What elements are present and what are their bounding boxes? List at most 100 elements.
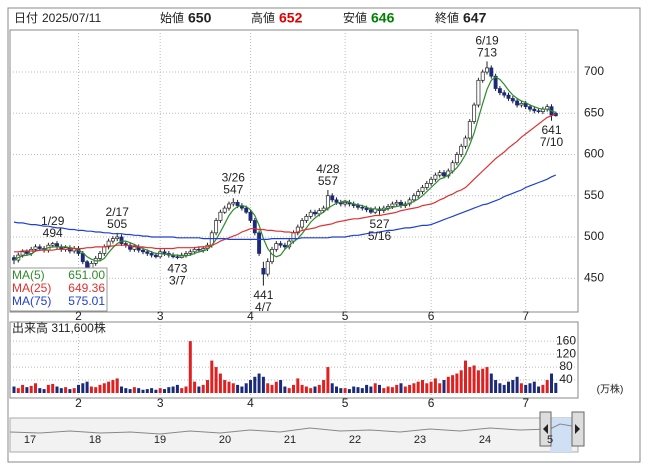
high-label: 高値 <box>251 10 275 25</box>
candle-body <box>467 121 472 139</box>
x-tick-label: 7 <box>522 309 529 323</box>
y-tick-label: 40 <box>559 372 573 386</box>
volume-bar <box>59 388 63 393</box>
volume-bar <box>446 376 450 393</box>
candle-body <box>424 183 429 188</box>
price-panel <box>9 29 579 313</box>
date: 2025/07/11 <box>42 11 101 25</box>
x-tick-label: 6 <box>428 309 435 323</box>
volume-bar <box>494 380 498 393</box>
volume-bar <box>132 387 136 393</box>
volume-bar <box>257 373 261 393</box>
annotation-price: 557 <box>318 174 338 188</box>
volume-bar <box>89 386 93 393</box>
volume-bar <box>498 383 502 393</box>
volume-bar <box>210 360 214 393</box>
volume-bar <box>38 388 42 393</box>
volume-bar <box>21 384 25 393</box>
candle-body <box>265 261 270 275</box>
candle-body <box>231 201 236 205</box>
volume-bar <box>360 388 364 393</box>
candle-body <box>282 244 287 248</box>
volume-bar <box>175 384 179 393</box>
candle-body <box>313 211 317 215</box>
volume-bar <box>485 367 489 393</box>
candle-body <box>489 67 494 77</box>
candle-body <box>115 236 120 239</box>
volume-bar <box>313 386 317 393</box>
candle-body <box>235 201 240 206</box>
volume-bar <box>227 381 231 393</box>
volume-bar <box>532 381 536 393</box>
navigator-label: 22 <box>349 434 361 446</box>
volume-bar <box>347 389 351 393</box>
volume-bar <box>55 386 59 393</box>
candle-body <box>261 267 266 275</box>
candle-body <box>257 232 262 254</box>
candle-body <box>386 206 391 209</box>
volume-bar <box>429 381 433 393</box>
annotation-date: 3/7 <box>169 273 186 287</box>
candle-body <box>317 210 322 215</box>
candle-body <box>390 203 395 207</box>
annotation-price: 473 <box>167 261 187 275</box>
volume-bar <box>193 381 197 393</box>
candle-body <box>98 253 102 259</box>
candle-body <box>188 251 193 254</box>
x-tick-label: 5 <box>342 396 349 410</box>
volume-bar <box>206 380 209 393</box>
candle-body <box>442 172 446 177</box>
candle-body <box>248 211 253 221</box>
low-label: 安値 <box>343 10 367 25</box>
volume-bar <box>550 373 553 393</box>
volume-bar <box>373 383 377 393</box>
x-tick-label: 2 <box>75 309 82 323</box>
candle-body <box>429 178 434 184</box>
volume-bar <box>98 384 102 393</box>
candle-body <box>493 75 498 89</box>
candle-body <box>145 251 150 254</box>
candle-body <box>252 220 257 234</box>
legend-value: 651.00 <box>68 268 105 282</box>
legend-value: 649.36 <box>68 281 105 295</box>
volume-bar <box>163 389 166 393</box>
candle-body <box>334 199 339 203</box>
navigator-label: 19 <box>154 434 166 446</box>
legend-name: MA(75) <box>12 294 51 308</box>
candle-body <box>528 106 532 110</box>
volume-bar <box>16 388 20 393</box>
legend-name: MA(5) <box>12 268 45 282</box>
volume-bar <box>511 380 515 393</box>
x-tick-label: 3 <box>157 309 164 323</box>
y-tick-label: 160 <box>556 333 576 347</box>
x-tick-label: 6 <box>428 396 435 410</box>
volume-bar <box>292 384 295 393</box>
annotation-date: 5/16 <box>368 229 392 243</box>
annotation-date: 1/29 <box>41 214 65 228</box>
navigator-label: 24 <box>479 434 491 446</box>
volume-bar <box>12 386 16 393</box>
annotation-date: 4/28 <box>316 162 340 176</box>
volume-bar <box>145 389 149 393</box>
high-value: 652 <box>279 10 303 26</box>
volume-bar <box>270 384 274 393</box>
volume-bar <box>85 381 89 393</box>
candle-body <box>411 195 416 201</box>
volume-title: 出来高 311,600株 <box>12 320 106 335</box>
volume-bar <box>416 381 420 393</box>
volume-bar <box>386 386 390 393</box>
legend-box <box>9 267 108 312</box>
candle-body <box>536 110 541 112</box>
x-tick-label: 4 <box>247 309 254 323</box>
volume-unit: (万株) <box>597 383 624 396</box>
volume-bar <box>25 387 29 393</box>
y-tick-label: 500 <box>584 229 604 243</box>
volume-bar <box>468 367 472 393</box>
volume-bar <box>541 384 545 393</box>
candle-body <box>80 253 85 263</box>
annotation-price: 505 <box>107 217 127 231</box>
volume-bar <box>197 386 201 393</box>
volume-bar <box>403 386 407 393</box>
candle-body <box>128 244 133 250</box>
annotation-date: 3/26 <box>222 170 246 184</box>
